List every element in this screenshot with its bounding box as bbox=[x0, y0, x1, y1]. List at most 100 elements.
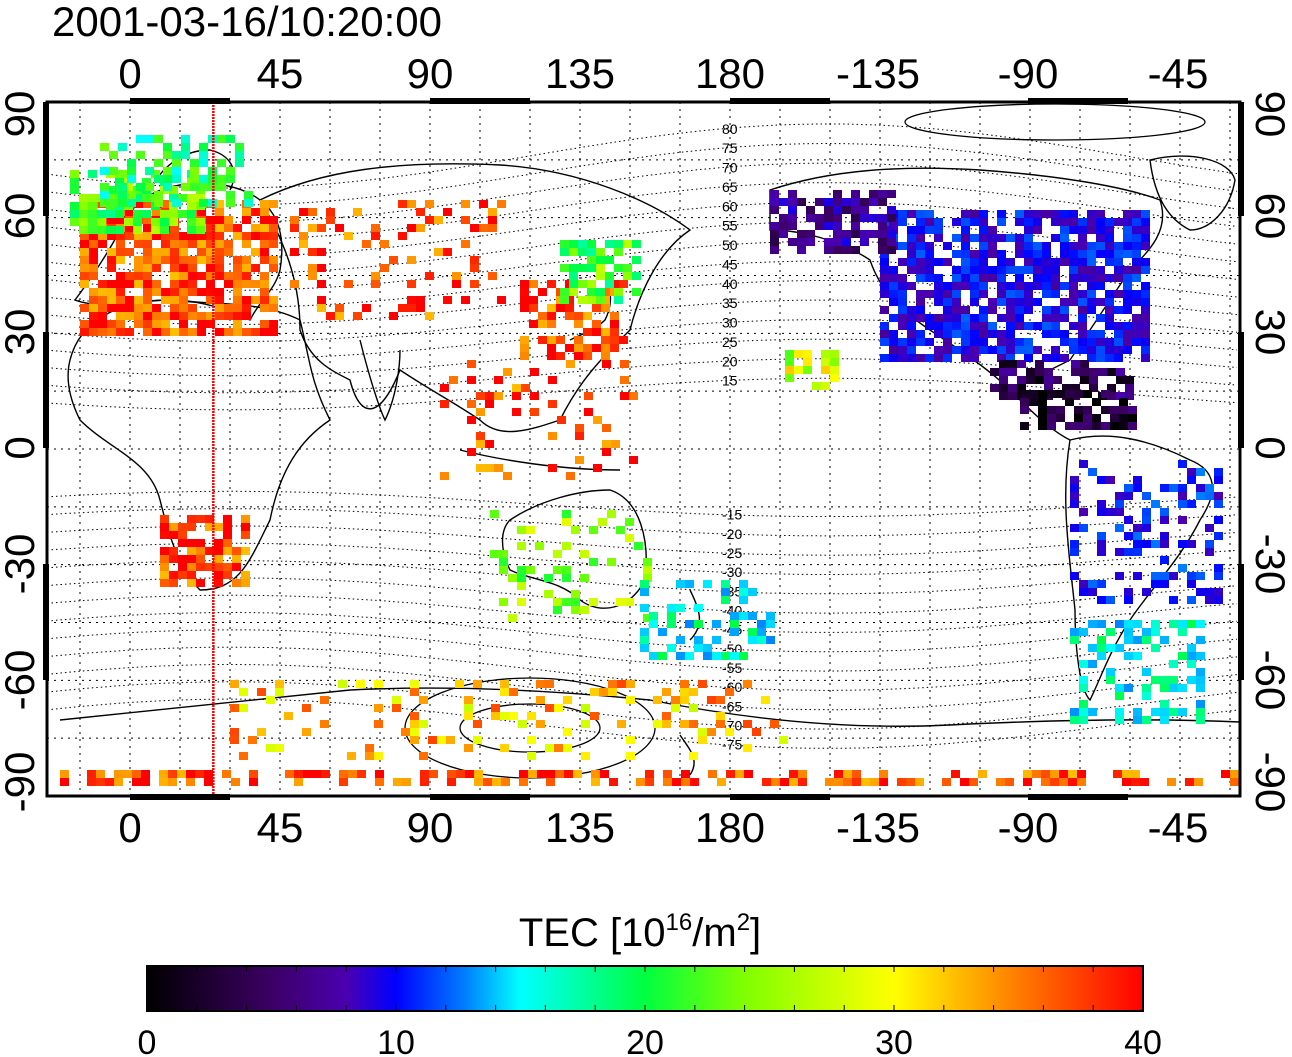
tec-cell bbox=[916, 298, 925, 306]
lon-tick-label: -45 bbox=[1148, 50, 1209, 97]
lat-tick-label: 0 bbox=[1247, 436, 1292, 459]
tec-cell bbox=[425, 272, 434, 280]
tec-cell bbox=[235, 159, 244, 167]
tec-cell bbox=[151, 170, 160, 178]
tec-cell bbox=[116, 248, 125, 256]
tec-cell bbox=[607, 558, 616, 566]
tec-cell bbox=[833, 238, 842, 246]
tec-cell bbox=[1096, 210, 1105, 218]
tec-cell bbox=[251, 248, 260, 256]
tec-cell bbox=[467, 400, 476, 408]
colorbar-tick-label: 30 bbox=[875, 1024, 913, 1057]
tec-cell bbox=[1092, 414, 1101, 422]
magnetic-contour bbox=[47, 338, 1238, 377]
tec-cell bbox=[269, 232, 278, 240]
tec-cell bbox=[490, 510, 499, 518]
tec-cell bbox=[241, 547, 250, 555]
tec-cell bbox=[98, 240, 107, 248]
tec-cell bbox=[584, 408, 593, 416]
tec-cell bbox=[215, 288, 224, 296]
tec-cell bbox=[1125, 384, 1134, 392]
tec-cell bbox=[1069, 346, 1078, 354]
tec-cell bbox=[1069, 338, 1078, 346]
tec-cell bbox=[547, 312, 556, 320]
tec-cell bbox=[925, 226, 934, 234]
tec-cell bbox=[125, 232, 134, 240]
tec-cell bbox=[562, 598, 571, 606]
tec-cell bbox=[419, 720, 428, 728]
tec-cell bbox=[1132, 250, 1141, 258]
tec-cell bbox=[1106, 668, 1115, 676]
tec-cell bbox=[1088, 468, 1097, 476]
tec-cell bbox=[970, 314, 979, 322]
tec-cell bbox=[179, 328, 188, 336]
tec-cell bbox=[1096, 330, 1105, 338]
tec-cell bbox=[1029, 390, 1038, 398]
tec-cell bbox=[143, 232, 152, 240]
tec-cell bbox=[518, 720, 527, 728]
tec-cell bbox=[988, 226, 997, 234]
tec-cell bbox=[1096, 282, 1105, 290]
tec-cell bbox=[680, 680, 689, 688]
tec-cell bbox=[1038, 390, 1047, 398]
tec-cell bbox=[988, 274, 997, 282]
tec-cell bbox=[190, 175, 199, 183]
tec-cell bbox=[1214, 500, 1223, 508]
tec-cell bbox=[906, 778, 915, 786]
tec-cell bbox=[339, 778, 348, 786]
tec-cell bbox=[1078, 226, 1087, 234]
tec-cell bbox=[1078, 250, 1087, 258]
tec-cell bbox=[685, 652, 694, 660]
tec-cell bbox=[1092, 422, 1101, 430]
tec-cell bbox=[88, 210, 97, 218]
tec-cell bbox=[134, 240, 143, 248]
tec-cell bbox=[880, 274, 889, 282]
map-frame bbox=[45, 100, 1242, 798]
tec-cell bbox=[1115, 508, 1124, 516]
tec-data-patches bbox=[60, 135, 1240, 786]
tec-cell bbox=[115, 178, 124, 186]
tec-cell bbox=[476, 408, 485, 416]
tec-cell bbox=[1169, 596, 1178, 604]
tec-cell bbox=[897, 778, 906, 786]
tec-cell bbox=[797, 246, 806, 254]
tec-cell bbox=[934, 330, 943, 338]
tec-cell bbox=[205, 523, 214, 531]
tec-cell bbox=[640, 636, 649, 644]
tec-cell bbox=[609, 778, 618, 786]
tec-cell bbox=[1096, 226, 1105, 234]
tec-cell bbox=[716, 720, 725, 728]
tec-cell bbox=[1141, 314, 1150, 322]
contour-label: 50 bbox=[722, 237, 738, 253]
tec-cell bbox=[671, 704, 680, 712]
tec-cell bbox=[961, 234, 970, 242]
tec-cell bbox=[667, 612, 676, 620]
tec-cell bbox=[614, 248, 623, 256]
tec-cell bbox=[916, 330, 925, 338]
tec-cell bbox=[1035, 376, 1044, 384]
tec-cell bbox=[491, 712, 500, 720]
tec-cell bbox=[154, 199, 163, 207]
tec-cell bbox=[961, 330, 970, 338]
tec-region bbox=[520, 280, 628, 360]
lon-tick-label: 0 bbox=[118, 804, 141, 851]
tec-cell bbox=[80, 328, 89, 336]
tec-cell bbox=[870, 778, 879, 786]
tec-cell bbox=[1110, 406, 1119, 414]
tec-cell bbox=[1051, 290, 1060, 298]
tec-cell bbox=[520, 280, 529, 288]
tec-cell bbox=[251, 264, 260, 272]
tec-cell bbox=[602, 440, 611, 448]
tec-cell bbox=[596, 264, 605, 272]
tec-cell bbox=[60, 770, 69, 778]
tec-cell bbox=[614, 288, 623, 296]
tec-cell bbox=[1047, 414, 1056, 422]
tec-cell bbox=[1196, 700, 1205, 708]
tec-cell bbox=[943, 242, 952, 250]
tec-cell bbox=[1096, 242, 1105, 250]
tec-cell bbox=[580, 606, 589, 614]
tec-cell bbox=[569, 280, 578, 288]
tec-cell bbox=[869, 198, 878, 206]
tec-cell bbox=[610, 280, 619, 288]
tec-cell bbox=[770, 222, 779, 230]
